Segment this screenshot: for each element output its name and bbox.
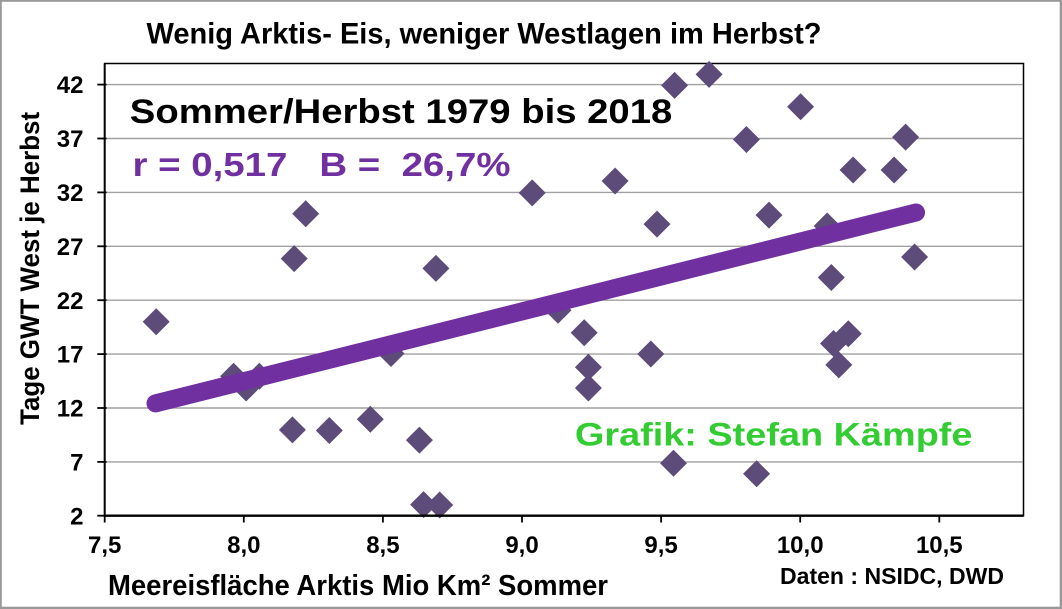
svg-text:7: 7 <box>70 450 83 477</box>
svg-text:37: 37 <box>57 126 84 153</box>
svg-text:7,5: 7,5 <box>88 532 121 559</box>
svg-text:Tage GWT West je Herbst: Tage GWT West je Herbst <box>15 112 45 425</box>
svg-text:Sommer/Herbst 1979 bis 2018: Sommer/Herbst 1979 bis 2018 <box>130 93 673 131</box>
svg-text:42: 42 <box>57 72 84 99</box>
svg-text:2: 2 <box>70 503 83 530</box>
svg-text:12: 12 <box>57 396 84 423</box>
svg-text:9,5: 9,5 <box>644 532 677 559</box>
svg-text:r = 0,517 B = 26,7%: r = 0,517 B = 26,7% <box>133 146 511 183</box>
svg-text:Wenig Arktis- Eis, weniger Wes: Wenig Arktis- Eis, weniger Westlagen im … <box>147 18 822 51</box>
svg-text:10,0: 10,0 <box>777 532 824 559</box>
svg-text:Grafik: Stefan Kämpfe: Grafik: Stefan Kämpfe <box>575 417 973 453</box>
svg-text:8,0: 8,0 <box>227 532 260 559</box>
svg-text:17: 17 <box>57 342 84 369</box>
svg-text:Daten : NSIDC, DWD: Daten : NSIDC, DWD <box>780 563 1004 589</box>
svg-text:8,5: 8,5 <box>366 532 399 559</box>
svg-text:Meereisfläche Arktis Mio Km² S: Meereisfläche Arktis Mio Km² Sommer <box>108 570 608 602</box>
svg-text:27: 27 <box>57 234 84 261</box>
svg-text:22: 22 <box>57 288 84 315</box>
svg-text:9,0: 9,0 <box>505 532 538 559</box>
svg-text:10,5: 10,5 <box>916 532 963 559</box>
svg-text:32: 32 <box>57 180 84 207</box>
